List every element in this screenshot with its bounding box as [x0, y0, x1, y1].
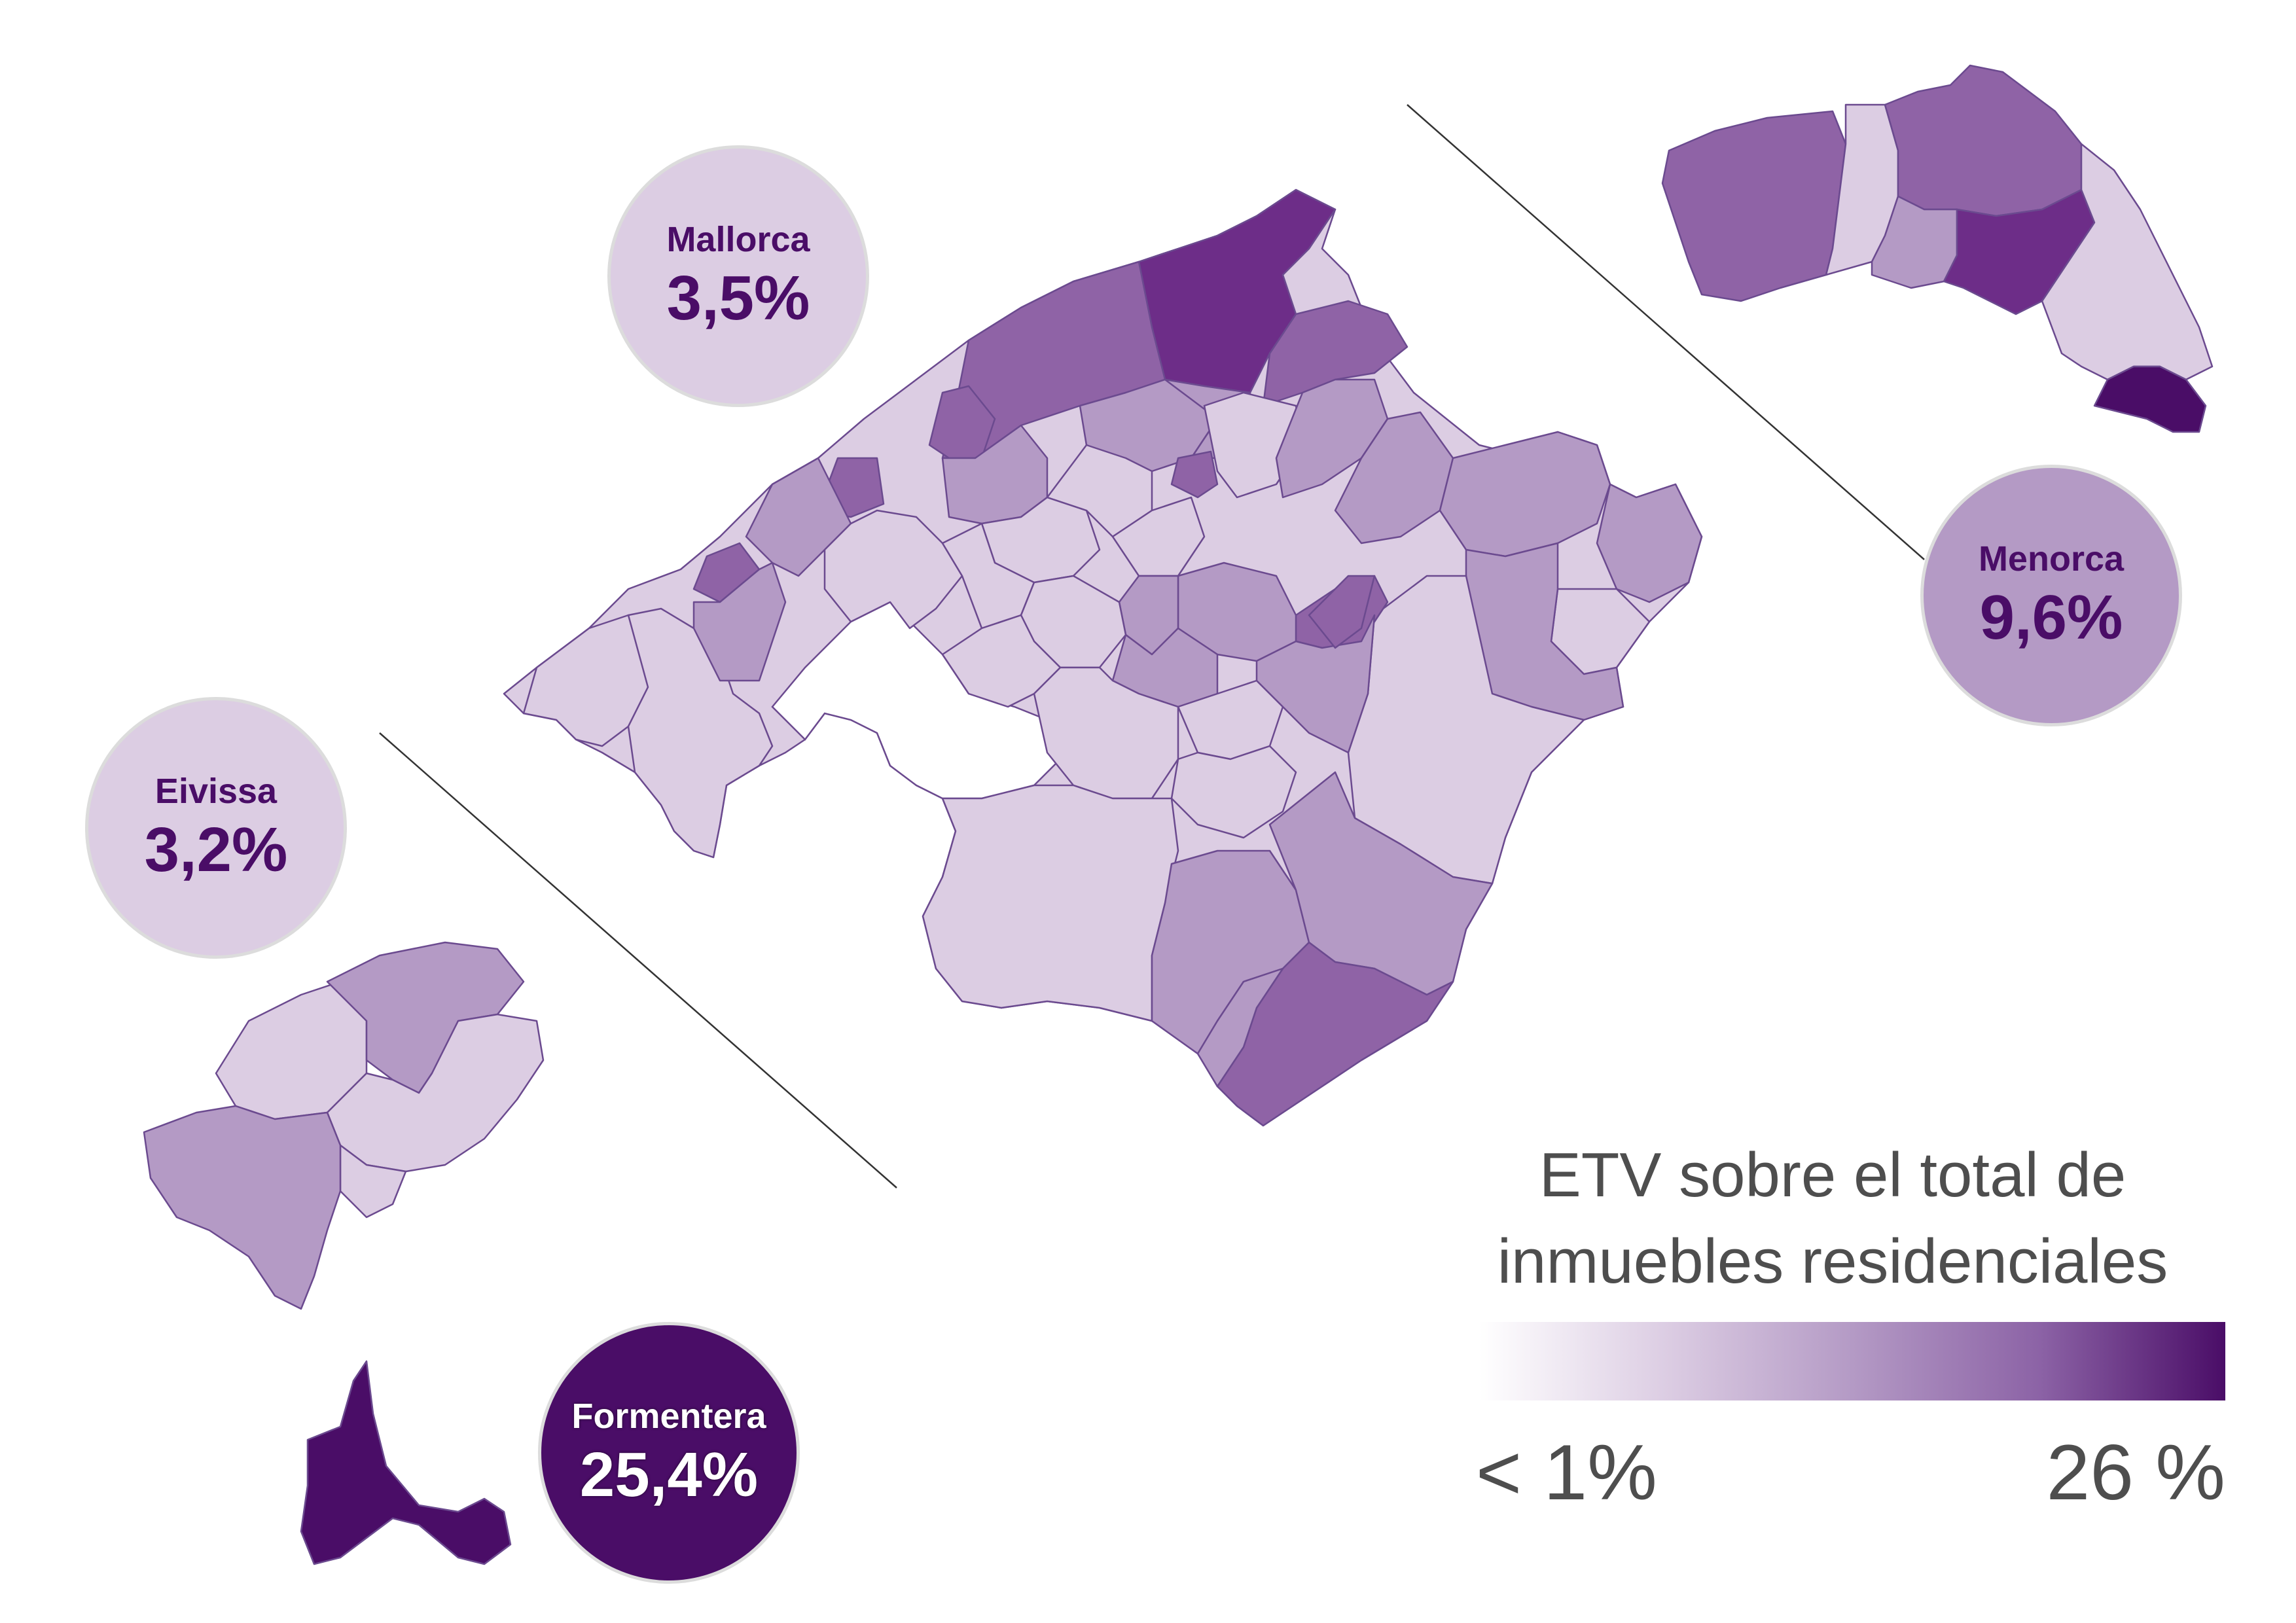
formentera-name: Formentera	[571, 1396, 766, 1436]
menorca-muni-es-mercadal	[1884, 64, 2083, 217]
eivissa-muni-sant-josep	[143, 1105, 342, 1310]
mallorca-muni-porreres	[1170, 745, 1297, 839]
mallorca-muni-alcudia	[1262, 300, 1408, 407]
formentera-badge: Formentera 25,4%	[538, 1322, 800, 1584]
eivissa-island	[143, 941, 545, 1310]
legend-color-ramp	[1479, 1322, 2225, 1400]
mallorca-muni-palma	[823, 509, 963, 630]
connector-line-menorca	[1407, 104, 1925, 560]
mallorca-muni-manacor	[1347, 575, 1585, 885]
mallorca-muni-sant-joan	[1308, 575, 1376, 649]
mallorca-muni-consell	[1046, 444, 1153, 538]
mallorca-muni-algaida	[1033, 666, 1179, 800]
menorca-muni-ciutadella	[1661, 110, 1847, 302]
mallorca-muni-capdepera	[1596, 483, 1703, 603]
mallorca-badge: Mallorca 3,5%	[607, 145, 869, 407]
mallorca-value: 3,5%	[666, 263, 810, 334]
mallorca-muni-arta	[1439, 431, 1611, 558]
menorca-value: 9,6%	[1979, 582, 2123, 653]
mallorca-island	[503, 188, 1703, 1127]
eivissa-badge: Eivissa 3,2%	[85, 697, 347, 959]
mallorca-muni-campanet	[1170, 450, 1219, 499]
formentera-value: 25,4%	[579, 1440, 759, 1510]
mallorca-muni-vilafranca	[1255, 614, 1376, 754]
mallorca-muni-ses-salines	[1196, 967, 1284, 1088]
formentera-muni	[300, 1360, 512, 1565]
menorca-island	[1661, 64, 2214, 433]
mallorca-muni-puigpunyent	[692, 562, 787, 682]
mallorca-muni-llucmajor	[922, 784, 1179, 1022]
formentera-island	[300, 1360, 512, 1565]
legend-title: ETV sobre el total de inmuebles residenc…	[1497, 1140, 2168, 1297]
legend-max-label: 26 %	[2046, 1429, 2225, 1516]
legend-min-label: < 1%	[1476, 1429, 1657, 1516]
mallorca-name: Mallorca	[666, 219, 810, 259]
eivissa-name: Eivissa	[154, 771, 278, 811]
connector-line-eivissa	[379, 732, 897, 1188]
menorca-name: Menorca	[1978, 539, 2125, 579]
menorca-badge: Menorca 9,6%	[1920, 465, 2182, 726]
menorca-muni-sant-lluis	[2093, 365, 2207, 433]
eivissa-value: 3,2%	[144, 815, 288, 885]
